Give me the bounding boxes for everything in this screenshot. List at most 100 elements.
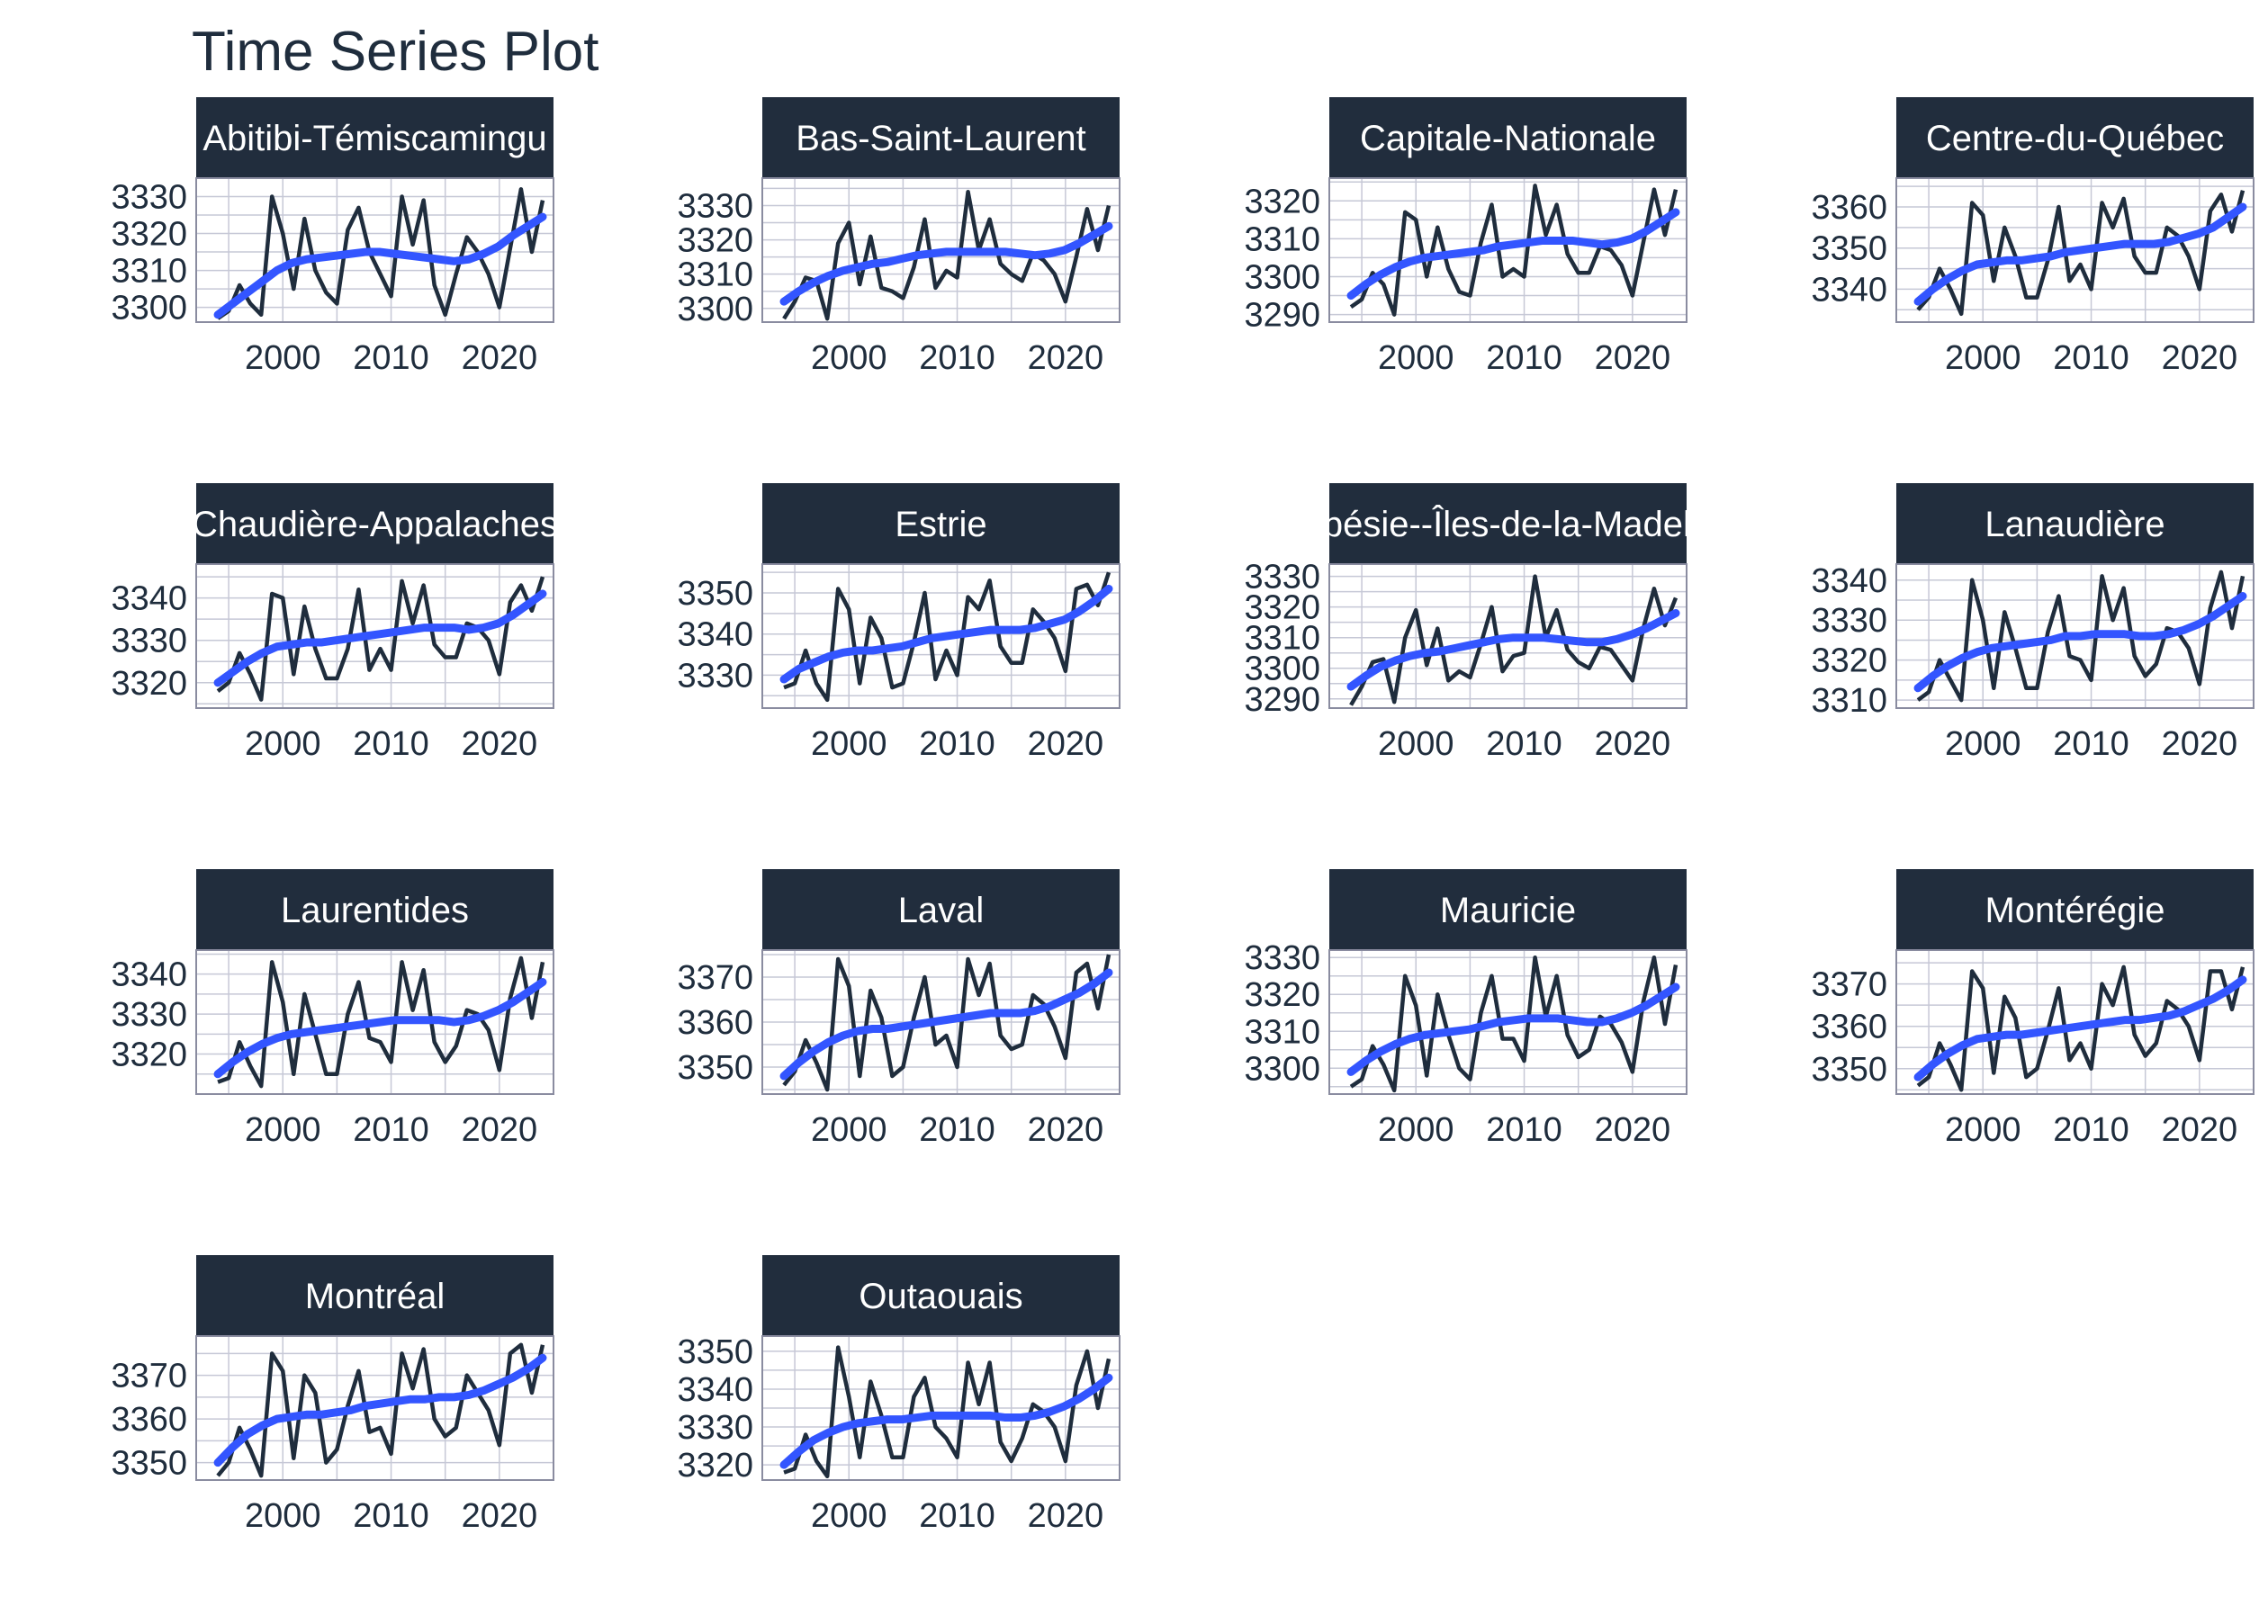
trend-line: [779, 584, 1113, 684]
y-tick-label: 3310: [677, 256, 753, 294]
facet-panel: Montréal 3350 3360 3370 2000 2010 2020: [111, 1255, 554, 1535]
y-tick-label: 3290: [1244, 297, 1320, 335]
y-tick-label: 3330: [677, 1409, 753, 1447]
y-tick-label: 3350: [111, 1445, 187, 1483]
x-tick-label: 2010: [353, 1111, 429, 1149]
strip-label: Bas-Saint-Laurent: [796, 119, 1085, 158]
series-line: [782, 954, 1112, 1092]
y-tick-label: 3300: [677, 291, 753, 328]
y-tick-label: 3320: [677, 222, 753, 260]
x-tick-label: 2000: [1378, 339, 1454, 377]
trend-line: [213, 1353, 547, 1467]
trend-line: [213, 212, 547, 319]
series-line: [216, 576, 545, 702]
x-tick-label: 2000: [1378, 1111, 1454, 1149]
y-tick-label: 3290: [1244, 681, 1320, 719]
y-tick-label: 3330: [111, 623, 187, 660]
trend-line: [1913, 975, 2247, 1081]
strip-background: [196, 97, 554, 178]
y-tick-label: 3370: [1811, 966, 1887, 1004]
facet-panel: Laval 3350 3360 3370 2000 2010 2020: [677, 869, 1120, 1149]
x-tick-label: 2020: [462, 1111, 538, 1149]
trend-line: [1346, 208, 1680, 301]
x-tick-label: 2010: [353, 339, 429, 377]
y-tick-label: 3320: [1244, 976, 1320, 1014]
panel-border: [1328, 949, 1688, 1095]
series-line: [783, 1345, 1112, 1479]
x-tick-label: 2000: [1378, 725, 1454, 763]
facet-panel: Gaspésie--Îles-de-la-Madeleine3290330033…: [1244, 483, 1688, 763]
panel-border: [1328, 563, 1688, 709]
panel-border: [1895, 177, 2254, 323]
x-tick-label: 2010: [1486, 725, 1562, 763]
series-line: [216, 1342, 545, 1478]
x-tick-label: 2000: [1945, 1111, 2021, 1149]
series-line: [1349, 574, 1678, 706]
x-tick-label: 2020: [2162, 1111, 2238, 1149]
strip-background: [1896, 97, 2254, 178]
y-tick-label: 3320: [111, 216, 187, 254]
x-tick-label: 2000: [811, 1497, 887, 1535]
strip-background: [196, 483, 554, 564]
strip-background: [762, 97, 1120, 178]
y-tick-label: 3340: [1811, 562, 1887, 600]
y-tick-label: 3300: [1244, 1050, 1320, 1088]
y-tick-label: 3310: [1811, 682, 1887, 720]
y-tick-label: 3340: [111, 956, 187, 994]
y-tick-label: 3370: [111, 1358, 187, 1395]
x-tick-label: 2000: [245, 339, 321, 377]
trend-line: [1913, 592, 2247, 693]
x-tick-label: 2020: [1595, 725, 1671, 763]
trend-line: [779, 221, 1113, 306]
x-tick-label: 2000: [245, 1111, 321, 1149]
x-tick-label: 2020: [462, 1497, 538, 1535]
x-tick-label: 2010: [919, 1111, 995, 1149]
y-tick-label: 3310: [1244, 1013, 1320, 1051]
y-tick-label: 3330: [677, 187, 753, 225]
x-tick-label: 2020: [1028, 725, 1104, 763]
strip-label: Centre-du-Québec: [1926, 119, 2224, 158]
y-tick-label: 3320: [677, 1447, 753, 1485]
y-tick-label: 3330: [1811, 602, 1887, 640]
x-tick-label: 2000: [811, 725, 887, 763]
y-tick-label: 3330: [1244, 559, 1320, 597]
trend-line: [779, 1373, 1113, 1469]
y-tick-label: 3310: [1244, 620, 1320, 658]
chart-title: Time Series Plot: [192, 21, 599, 83]
series-line: [1349, 955, 1678, 1093]
y-tick-label: 3360: [677, 1004, 753, 1042]
strip-label: Mauricie: [1440, 891, 1576, 930]
strip-label: Estrie: [895, 505, 986, 544]
series-line: [1916, 965, 2246, 1092]
y-tick-label: 3350: [677, 1333, 753, 1371]
y-tick-label: 3360: [1811, 1009, 1887, 1046]
x-tick-label: 2020: [1595, 1111, 1671, 1149]
y-tick-label: 3320: [111, 1036, 187, 1074]
y-tick-label: 3320: [1244, 183, 1320, 220]
y-tick-label: 3310: [1244, 220, 1320, 258]
panel-border: [195, 1335, 554, 1481]
trend-line: [1913, 202, 2247, 306]
trend-line: [1346, 608, 1680, 691]
panel-border: [761, 177, 1120, 323]
panel-border: [195, 177, 554, 323]
y-tick-label: 3300: [1244, 650, 1320, 688]
panel-border: [761, 949, 1120, 1095]
y-tick-label: 3300: [111, 290, 187, 327]
trend-line: [213, 589, 547, 687]
strip-label: Montréal: [305, 1277, 446, 1316]
series-line: [782, 189, 1112, 321]
trend-line: [213, 978, 547, 1079]
strip-label: Montérégie: [1984, 891, 2164, 930]
y-tick-label: 3320: [1244, 589, 1320, 627]
y-tick-label: 3340: [111, 580, 187, 618]
series-line: [783, 571, 1112, 703]
x-tick-label: 2020: [2162, 339, 2238, 377]
strip-background: [1329, 483, 1687, 564]
